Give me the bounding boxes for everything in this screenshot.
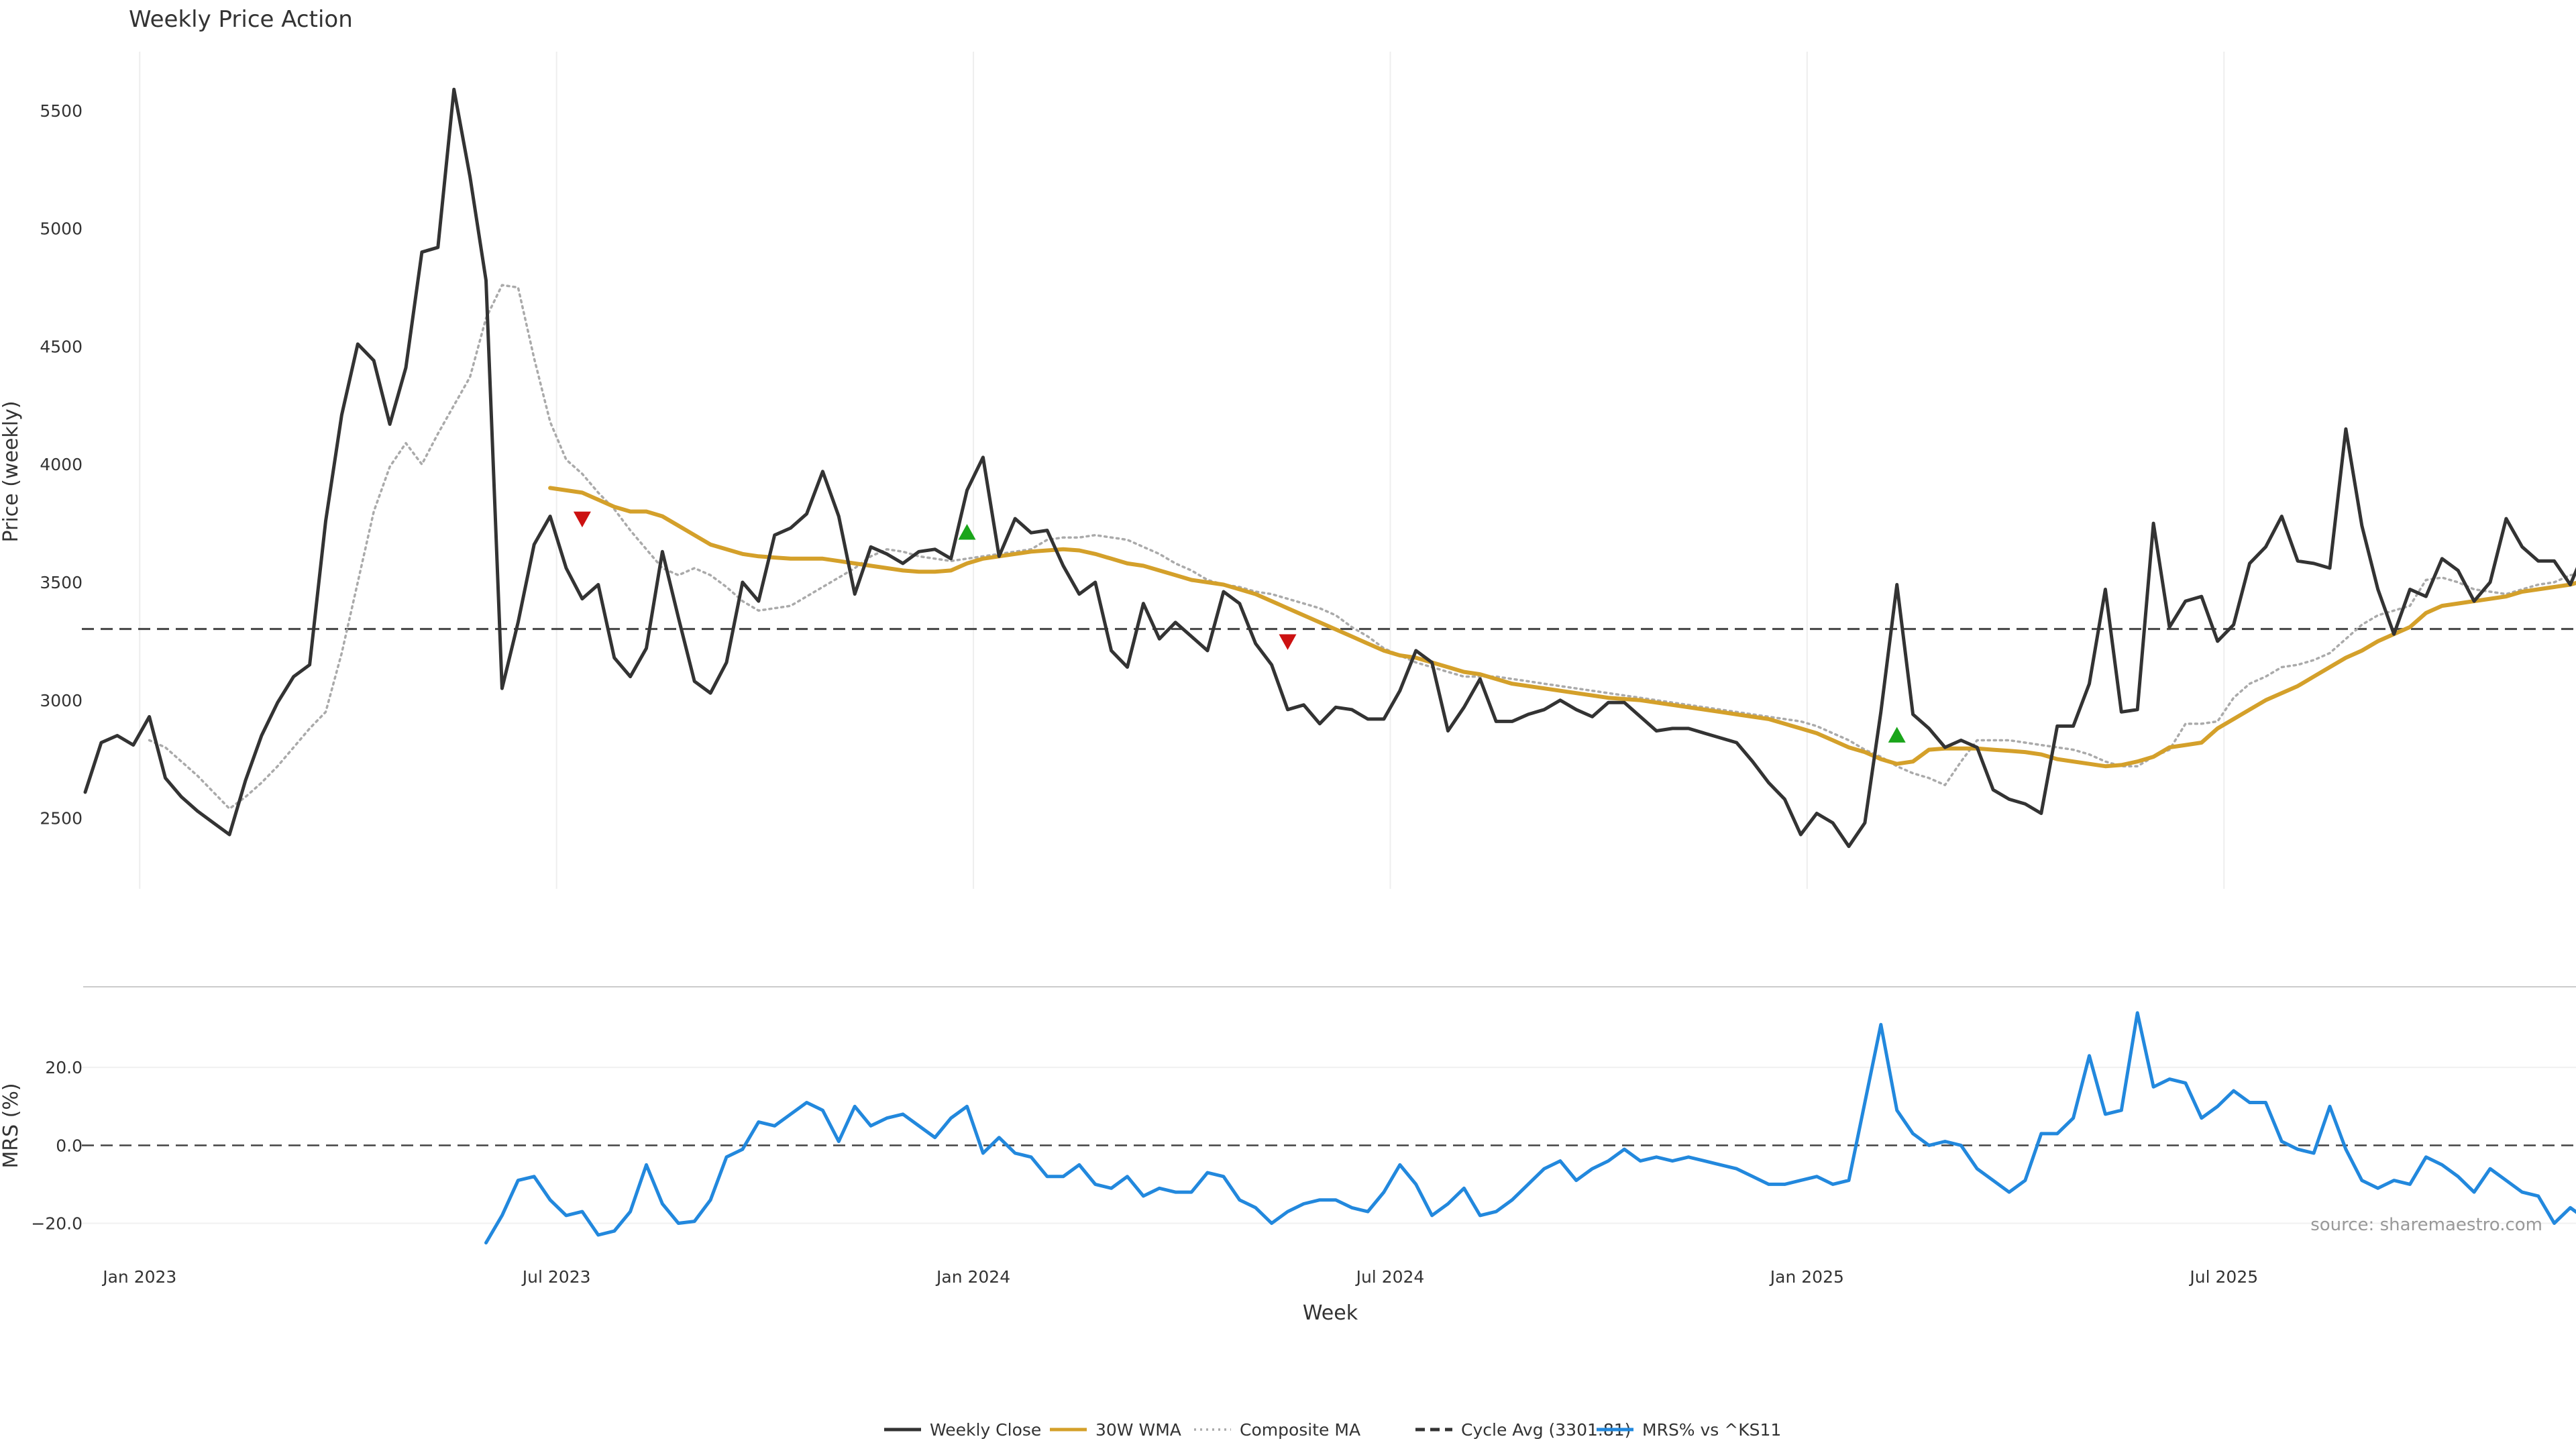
signal-markers [573, 511, 1906, 743]
price-tick-label: 3500 [40, 573, 83, 592]
legend-label: Composite MA [1240, 1420, 1360, 1440]
x-tick-label: Jul 2025 [2188, 1267, 2258, 1287]
price-y-axis: 2500 3000 3500 4000 4500 5000 5500 [40, 101, 83, 828]
x-tick-label: Jul 2024 [1355, 1267, 1425, 1287]
source-credit: source: sharemaestro.com [2310, 1215, 2542, 1235]
legend-label: Weekly Close [930, 1420, 1041, 1440]
price-y-label: Price (weekly) [0, 400, 23, 542]
mrs-tick-label: −20.0 [31, 1214, 83, 1234]
composite-ma-line [148, 284, 2576, 810]
wma-30w-line [548, 486, 2576, 769]
x-axis-label: Week [1303, 1301, 1358, 1325]
weekly-close-line [83, 87, 2576, 849]
price-tick-label: 2500 [40, 809, 83, 828]
legend-label: 30W WMA [1095, 1420, 1181, 1440]
mrs-tick-label: 0.0 [56, 1136, 83, 1155]
buy-signal-marker [1888, 727, 1906, 743]
price-tick-label: 5000 [40, 219, 83, 239]
x-axis: Jan 2023 Jul 2023 Jan 2024 Jul 2024 Jan 2025… [101, 1267, 2258, 1287]
x-tick-label: Jan 2025 [1769, 1267, 1844, 1287]
legend: Weekly Close 30W WMA Composite MA Cycle Avg… [884, 1420, 1781, 1440]
chart-title: Weekly Price Action [129, 6, 353, 33]
mrs-line [484, 1011, 2576, 1245]
reference-lines [82, 628, 2576, 1146]
legend-label: MRS% vs ^KS11 [1642, 1420, 1781, 1440]
price-tick-label: 3000 [40, 691, 83, 710]
mrs-y-label: MRS (%) [0, 1083, 23, 1168]
grid [82, 52, 2576, 1224]
price-tick-label: 4000 [40, 455, 83, 474]
sell-signal-marker [1279, 634, 1297, 650]
buy-signal-marker [958, 524, 976, 540]
sell-signal-marker [573, 511, 591, 528]
price-tick-label: 4500 [40, 337, 83, 356]
mrs-y-axis: −20.0 0.0 20.0 [31, 1058, 83, 1233]
x-tick-label: Jan 2024 [935, 1267, 1010, 1287]
x-tick-label: Jan 2023 [101, 1267, 176, 1287]
price-tick-label: 5500 [40, 101, 83, 121]
mrs-series-group [484, 1011, 2576, 1245]
price-series-group [83, 87, 2576, 849]
x-tick-label: Jul 2023 [521, 1267, 591, 1287]
mrs-tick-label: 20.0 [45, 1058, 83, 1077]
